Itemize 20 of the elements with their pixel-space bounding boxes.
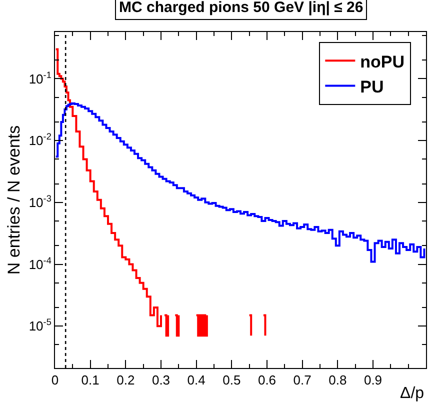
y-tick-label: 10$^{-4}$ — [28, 255, 52, 272]
x-tick-label: 0 — [51, 372, 59, 388]
x-tick-label: 0.1 — [81, 372, 100, 388]
x-tick-label: 0.2 — [116, 372, 135, 388]
y-axis-title: N entries / N events — [4, 125, 24, 275]
x-tick-label: 0.4 — [187, 372, 206, 388]
chart-title: MC charged pions 50 GeV |iη| ≤ 26 — [119, 0, 364, 16]
legend-label: PU — [360, 77, 384, 96]
y-tick-label: 10$^{-2}$ — [28, 132, 52, 148]
x-tick-label: 0.7 — [293, 372, 312, 388]
x-tick-label: 0.8 — [328, 372, 347, 388]
y-tick-label: 10$^{-1}$ — [28, 70, 52, 86]
y-tick-label: 10$^{-3}$ — [28, 194, 52, 210]
x-tick-label: 0.3 — [152, 372, 170, 388]
x-tick-label: 0.6 — [258, 372, 276, 388]
legend-label: noPU — [360, 52, 405, 72]
y-tick-label: 10$^{-5}$ — [28, 317, 52, 334]
x-tick-label: 0.5 — [222, 372, 241, 388]
x-axis-title: Δ/p — [400, 385, 424, 402]
x-tick-label: 0.9 — [364, 372, 382, 388]
